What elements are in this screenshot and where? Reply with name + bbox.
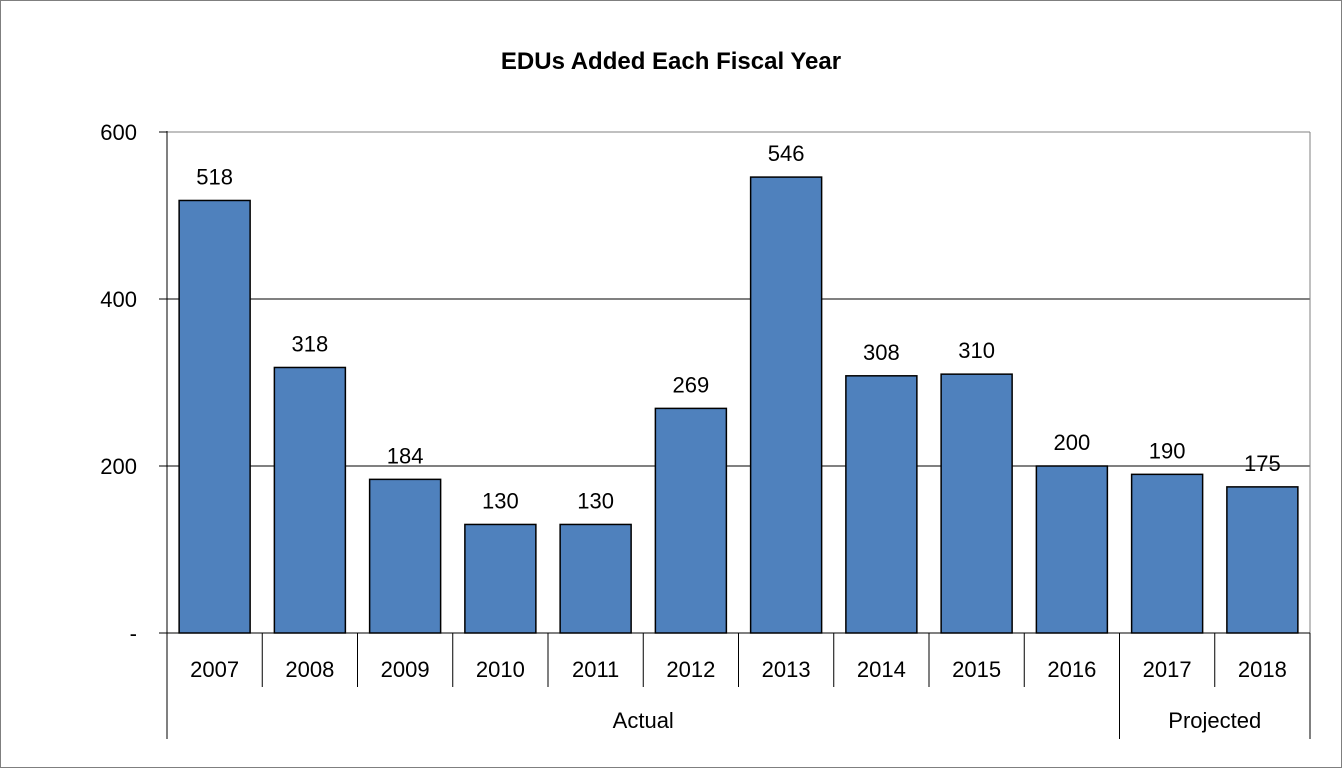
data-label: 546 bbox=[768, 141, 805, 166]
data-label: 269 bbox=[673, 372, 710, 397]
x-tick-label: 2013 bbox=[762, 657, 811, 682]
data-label: 130 bbox=[577, 488, 614, 513]
y-tick-label: 600 bbox=[100, 120, 137, 145]
data-label: 200 bbox=[1054, 430, 1091, 455]
data-label: 190 bbox=[1149, 438, 1186, 463]
bar-2014 bbox=[845, 375, 918, 634]
data-label: 318 bbox=[292, 331, 329, 356]
bar-2010 bbox=[464, 523, 537, 634]
axes bbox=[159, 131, 1311, 739]
x-tick-label: 2011 bbox=[572, 657, 619, 682]
bar-2009 bbox=[368, 478, 442, 634]
x-tick-label: 2007 bbox=[190, 657, 239, 682]
bar-2018 bbox=[1226, 486, 1299, 634]
x-group-label: Projected bbox=[1168, 708, 1261, 733]
x-group-label: Actual bbox=[613, 708, 674, 733]
data-labels: 518 318 184 130 130 269 546 308 310 200 190 175 bbox=[196, 141, 1280, 513]
x-tick-label: 2017 bbox=[1143, 657, 1192, 682]
data-label: 518 bbox=[196, 164, 233, 189]
bar-2011 bbox=[559, 523, 632, 634]
bar-2015 bbox=[940, 373, 1013, 634]
x-tick-label: 2016 bbox=[1047, 657, 1096, 682]
data-label: 308 bbox=[863, 340, 900, 365]
data-label: 175 bbox=[1244, 451, 1281, 476]
x-tick-label: 2015 bbox=[952, 657, 1001, 682]
bar-2012 bbox=[654, 407, 728, 634]
bar-2008 bbox=[273, 366, 347, 634]
data-label: 130 bbox=[482, 488, 519, 513]
bar-2007 bbox=[178, 199, 251, 634]
bars bbox=[178, 176, 1299, 634]
x-tick-label: 2008 bbox=[285, 657, 334, 682]
bar-2016 bbox=[1035, 465, 1109, 634]
y-tick-label: 400 bbox=[100, 287, 137, 312]
data-label: 184 bbox=[387, 443, 424, 468]
x-tick-label: 2010 bbox=[476, 657, 525, 682]
x-axis-categories: 2007 2008 2009 2010 2011 2012 2013 2014 2015 2016… bbox=[190, 657, 1287, 733]
y-tick-label: - bbox=[130, 621, 137, 646]
data-label: 310 bbox=[958, 338, 995, 363]
chart-title: EDUs Added Each Fiscal Year bbox=[501, 48, 841, 75]
y-tick-label: 200 bbox=[100, 454, 137, 479]
y-axis-ticks: - 200 400 600 bbox=[100, 120, 137, 646]
x-tick-label: 2009 bbox=[381, 657, 430, 682]
x-tick-label: 2014 bbox=[857, 657, 906, 682]
x-tick-label: 2018 bbox=[1238, 657, 1287, 682]
bar-2017 bbox=[1130, 473, 1204, 634]
bar-2013 bbox=[749, 176, 823, 634]
x-tick-label: 2012 bbox=[666, 657, 715, 682]
